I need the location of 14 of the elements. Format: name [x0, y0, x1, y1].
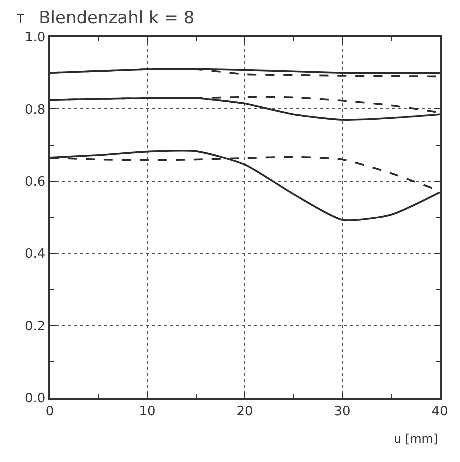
y-tick-label: 0.6 — [24, 174, 46, 190]
x-tick-label: 30 — [334, 404, 351, 420]
y-tick-label: 1.0 — [24, 30, 46, 46]
y-tick-label: 0.8 — [24, 102, 46, 118]
x-tick-label: 0 — [46, 404, 54, 420]
x-tick-label: 10 — [139, 404, 156, 420]
y-tick-label: 0.4 — [24, 247, 46, 262]
chart-title: Blendenzahl k = 8 — [39, 8, 195, 28]
x-axis-title: u [mm] — [394, 432, 438, 446]
y-axis-title: T — [16, 12, 25, 26]
x-tick-label: 20 — [236, 404, 254, 420]
y-tick-label: 0.2 — [24, 319, 46, 334]
x-tick-label: 40 — [432, 404, 448, 420]
y-tick-label: 0.0 — [24, 392, 46, 407]
